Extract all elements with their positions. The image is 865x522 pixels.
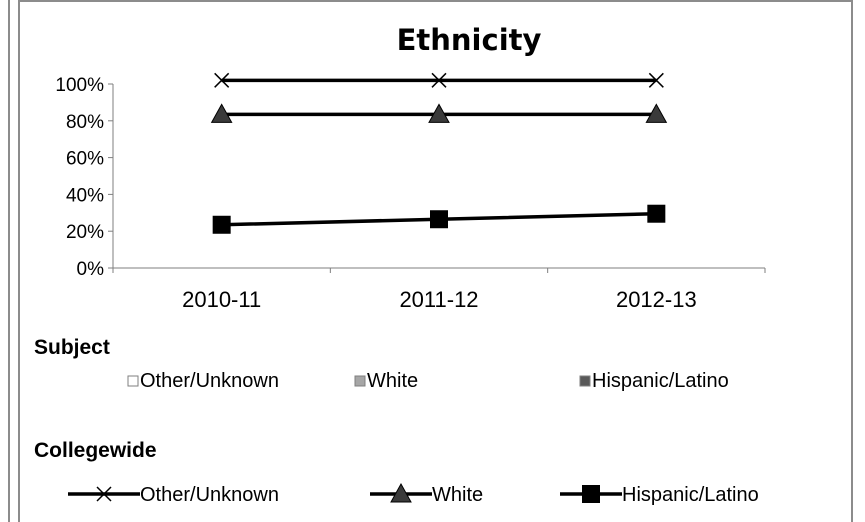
legend-label: Hispanic/Latino	[622, 484, 759, 506]
marker-triangle	[210, 103, 233, 123]
x-tick-label: 2011-12	[399, 287, 478, 312]
axes	[112, 84, 765, 269]
marker-triangle	[428, 103, 450, 123]
marker-square	[212, 215, 231, 234]
marker-square	[430, 210, 448, 229]
legend-label: Other/Unknown	[140, 370, 279, 392]
legend-label: White	[367, 370, 418, 392]
subject-legend: Other/Unknown White Hispanic/Latino	[127, 370, 729, 392]
legend-label: Other/Unknown	[140, 484, 279, 506]
marker-square	[582, 485, 600, 503]
marker-triangle	[645, 103, 668, 123]
legend-item: White	[370, 482, 483, 506]
legend-item: Other/Unknown	[127, 370, 279, 392]
chart-title: Ethnicity	[397, 23, 542, 57]
x-tick-labels: 2010-11 2011-12 2012-13	[112, 268, 766, 312]
marker-x	[431, 72, 447, 88]
legend-swatch	[354, 375, 366, 387]
legend-label: Hispanic/Latino	[592, 370, 729, 392]
x-tick-label: 2010-11	[182, 287, 261, 312]
y-tick-label: 20%	[66, 222, 104, 243]
y-tick-label: 40%	[66, 185, 104, 206]
marker-triangle	[390, 482, 412, 503]
marker-x	[648, 72, 664, 88]
legend-item: Other/Unknown	[68, 484, 279, 506]
legend-label: White	[432, 484, 483, 506]
series-lines	[221, 78, 657, 227]
chart-frame	[18, 0, 853, 522]
legend-item: Hispanic/Latino	[560, 484, 759, 506]
marker-x	[214, 72, 230, 88]
legend-swatch	[579, 375, 591, 387]
y-tick-label: 60%	[66, 149, 104, 170]
legend-subject-title: Subject	[34, 336, 110, 359]
legend-item: Hispanic/Latino	[579, 370, 729, 392]
marker-square	[647, 204, 666, 223]
series-markers	[210, 72, 668, 234]
legend-item: White	[354, 370, 418, 392]
left-border	[0, 0, 14, 522]
y-tick-label: 100%	[55, 75, 104, 96]
marker-x	[96, 486, 112, 502]
y-tick-label: 0%	[77, 259, 105, 280]
legend-swatch	[127, 375, 139, 387]
legend-collegewide-title: Collegewide	[34, 439, 157, 462]
x-tick-label: 2012-13	[616, 287, 697, 312]
collegewide-legend: Other/Unknown White Hispanic/Latino	[68, 482, 759, 506]
y-tick-labels: 0% 20% 40% 60% 80% 100%	[55, 75, 113, 280]
y-tick-label: 80%	[66, 112, 104, 133]
